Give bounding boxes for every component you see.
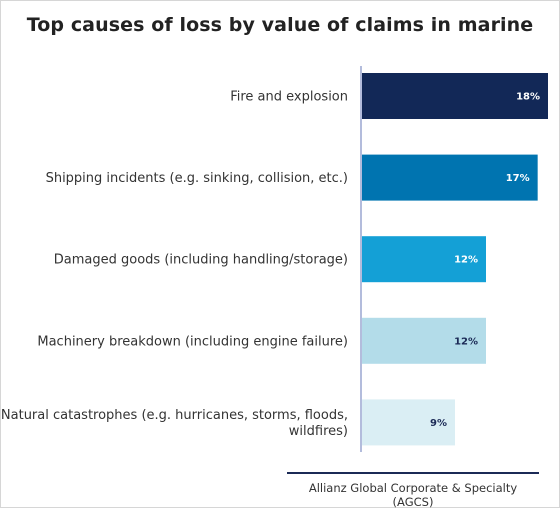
category-label: Machinery breakdown (including engine fa…: [37, 334, 348, 349]
bar-3: [362, 236, 486, 283]
bar-value-label: 18%: [516, 92, 540, 103]
category-label: Natural catastrophes (e.g. hurricanes, s…: [1, 408, 348, 423]
category-label: Shipping incidents (e.g. sinking, collis…: [46, 171, 348, 186]
bar-value-label: 12%: [454, 255, 478, 266]
bar-1: [362, 73, 548, 119]
bar-value-label: 17%: [506, 173, 530, 184]
source-note: Allianz Global Corporate & Specialty (AG…: [308, 481, 518, 509]
chart-title: Top causes of loss by value of claims in…: [26, 14, 534, 36]
category-label: Damaged goods (including handling/storag…: [54, 253, 348, 268]
bar-4: [362, 317, 486, 364]
bar-5: [362, 399, 455, 446]
source-divider: [287, 472, 539, 474]
bar-value-label: 12%: [454, 336, 478, 347]
category-label: wildfires): [289, 424, 348, 439]
bar-value-label: 9%: [430, 418, 447, 429]
bar-2: [362, 154, 538, 201]
category-label: Fire and explosion: [230, 90, 348, 105]
